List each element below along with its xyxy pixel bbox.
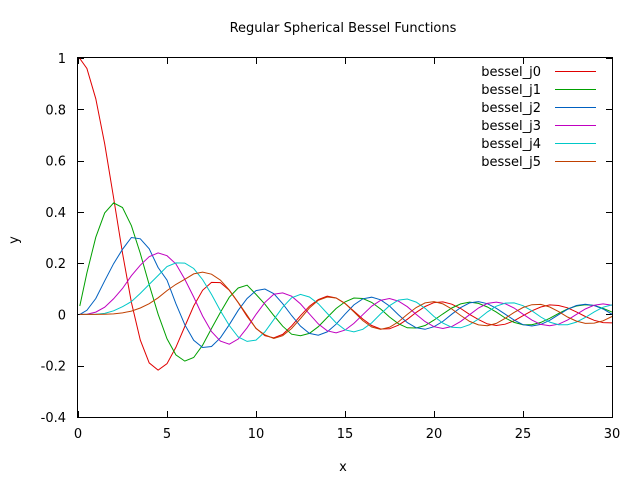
axis-ticks: 0 5 10 15 20 25 30 -0.4 -0.2 0 0.2 0.4 0.6 0.8 1	[41, 52, 621, 442]
series-lines	[79, 58, 613, 371]
y-tick-label: -0.4	[41, 411, 66, 426]
series-line-bessel_j4	[79, 262, 613, 342]
y-tick-label: 0.2	[45, 257, 66, 272]
x-tick-label: 0	[74, 427, 82, 442]
chart-title: Regular Spherical Bessel Functions	[230, 21, 457, 36]
x-tick-label: 5	[163, 427, 171, 442]
x-tick-label: 25	[515, 427, 532, 442]
series-line-bessel_j5	[79, 271, 613, 340]
y-tick-label: 0.6	[45, 155, 66, 170]
y-tick-label: 1	[58, 52, 66, 67]
y-tick-label: 0.4	[45, 206, 66, 221]
legend: bessel_j0 bessel_j1 bessel_j2 bessel_j3bess…	[481, 65, 596, 170]
x-tick-label: 10	[248, 427, 265, 442]
legend-label-bessel_j1: bessel_j1	[481, 83, 541, 98]
y-axis-label: y	[7, 236, 22, 244]
plot-frame	[77, 57, 613, 418]
x-tick-label: 15	[337, 427, 354, 442]
series-line-bessel_j2	[79, 236, 613, 349]
y-tick-label: 0	[58, 308, 66, 323]
legend-label-bessel_j5: bessel_j5	[481, 155, 541, 170]
x-axis-label: x	[339, 460, 347, 475]
x-tick-label: 20	[426, 427, 443, 442]
y-tick-label: -0.2	[41, 360, 66, 375]
legend-label-bessel_j0: bessel_j0	[481, 65, 541, 80]
legend-label-bessel_j2: bessel_j2	[481, 101, 541, 116]
x-tick-label: 30	[604, 427, 621, 442]
series-line-bessel_j1	[79, 202, 613, 362]
y-tick-label: 0.8	[45, 103, 66, 118]
legend-label-bessel_j3: bessel_j3	[481, 119, 541, 134]
legend-label-bessel_j4: bessel_j4	[481, 137, 541, 152]
